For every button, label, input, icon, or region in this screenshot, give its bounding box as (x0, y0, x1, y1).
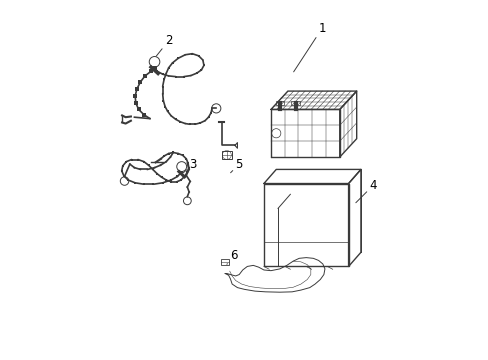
Text: 2: 2 (156, 34, 172, 56)
Text: 1: 1 (293, 22, 325, 72)
Text: 5: 5 (230, 158, 243, 173)
Bar (275, 101, 284, 105)
Bar (291, 101, 299, 105)
Bar (221, 259, 229, 265)
Text: 6: 6 (226, 249, 237, 264)
Text: 4: 4 (355, 179, 376, 203)
Text: 3: 3 (183, 158, 197, 173)
Bar (222, 151, 231, 159)
